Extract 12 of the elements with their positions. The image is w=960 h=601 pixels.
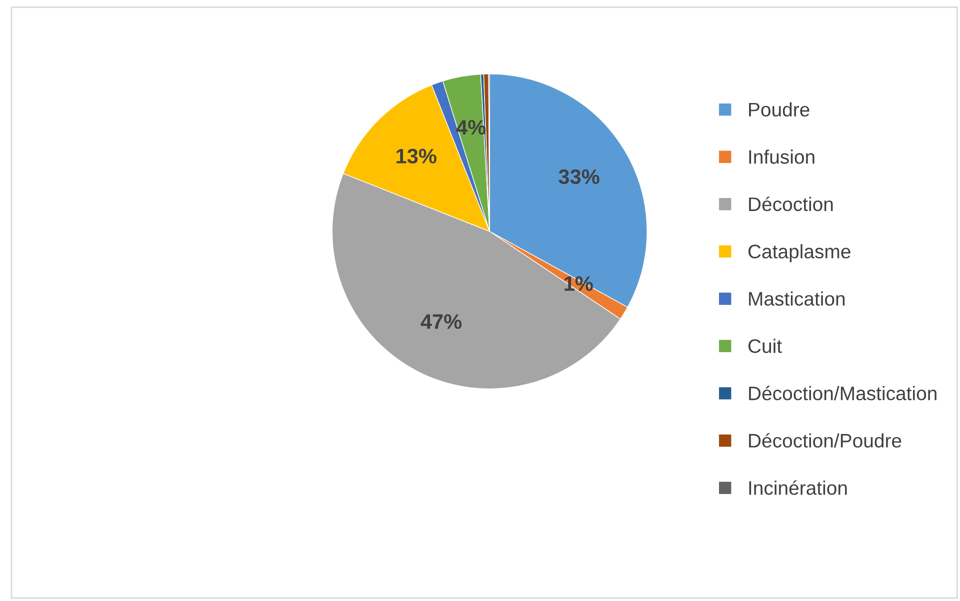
legend-label: Décoction/Mastication xyxy=(749,386,936,400)
legend-label: Cuit xyxy=(748,338,782,354)
legend-label: Infusion xyxy=(749,150,814,164)
data-label: 47% xyxy=(420,314,462,329)
legend-label: Mastication xyxy=(749,291,845,306)
legend-label: Poudre xyxy=(749,102,810,117)
legend-label: Décoction xyxy=(749,196,833,212)
legend-label: Décoction/Poudre xyxy=(749,433,902,448)
data-label: 33% xyxy=(558,169,600,184)
legend-label: Cataplasme xyxy=(748,244,850,262)
data-label: 13% xyxy=(396,148,436,164)
legend-label: Incinération xyxy=(749,480,847,495)
